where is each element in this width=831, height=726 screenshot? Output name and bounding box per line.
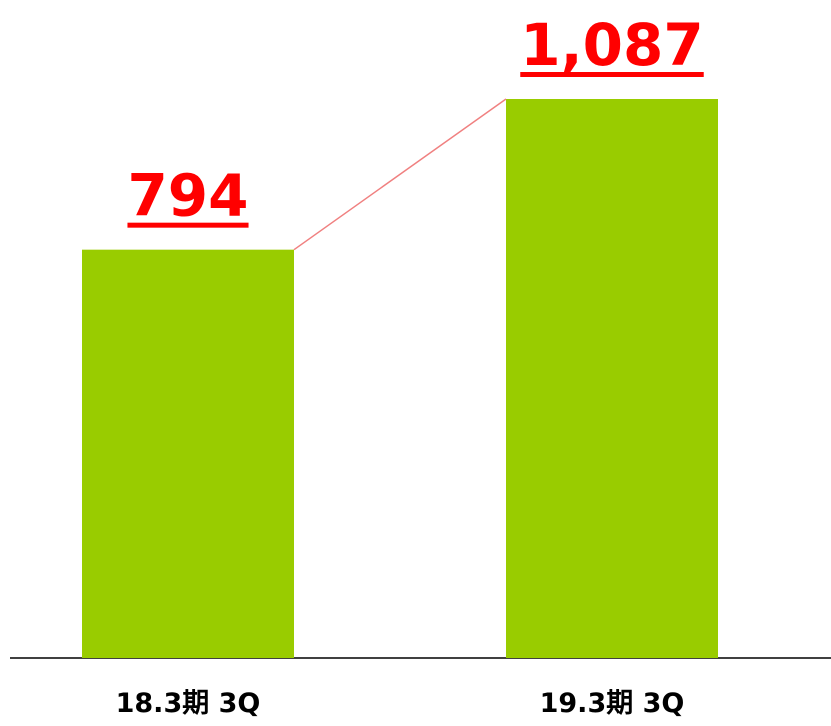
value-label-underline [520, 72, 704, 77]
bar [506, 99, 718, 658]
connector-line [293, 98, 507, 251]
x-tick-label: 18.3期 3Q [116, 688, 261, 719]
value-label: 1,087 [520, 11, 703, 79]
bar [82, 249, 294, 658]
value-label-underline [127, 222, 249, 228]
value-label: 794 [127, 162, 248, 230]
x-tick-label: 19.3期 3Q [540, 688, 685, 719]
